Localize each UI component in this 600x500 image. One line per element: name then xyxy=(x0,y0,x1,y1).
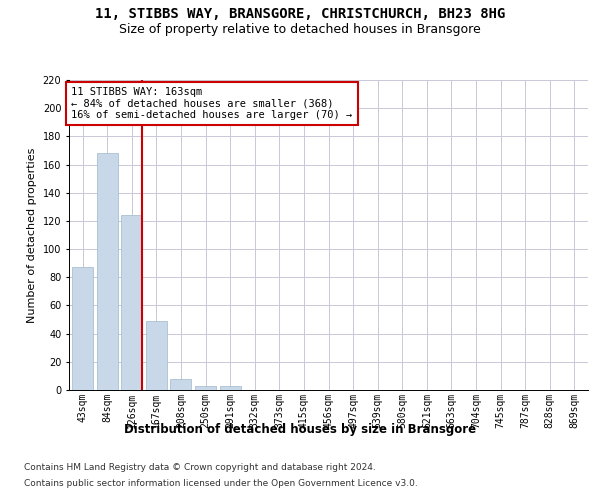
Bar xyxy=(195,386,216,390)
Y-axis label: Number of detached properties: Number of detached properties xyxy=(27,148,37,322)
Bar xyxy=(220,386,241,390)
Text: Contains HM Land Registry data © Crown copyright and database right 2024.: Contains HM Land Registry data © Crown c… xyxy=(24,462,376,471)
Text: 11, STIBBS WAY, BRANSGORE, CHRISTCHURCH, BH23 8HG: 11, STIBBS WAY, BRANSGORE, CHRISTCHURCH,… xyxy=(95,8,505,22)
Bar xyxy=(170,378,191,390)
Text: Contains public sector information licensed under the Open Government Licence v3: Contains public sector information licen… xyxy=(24,479,418,488)
Text: 11 STIBBS WAY: 163sqm
← 84% of detached houses are smaller (368)
16% of semi-det: 11 STIBBS WAY: 163sqm ← 84% of detached … xyxy=(71,87,353,120)
Text: Distribution of detached houses by size in Bransgore: Distribution of detached houses by size … xyxy=(124,422,476,436)
Bar xyxy=(72,268,93,390)
Text: Size of property relative to detached houses in Bransgore: Size of property relative to detached ho… xyxy=(119,22,481,36)
Bar xyxy=(146,321,167,390)
Bar xyxy=(121,216,142,390)
Bar xyxy=(97,154,118,390)
